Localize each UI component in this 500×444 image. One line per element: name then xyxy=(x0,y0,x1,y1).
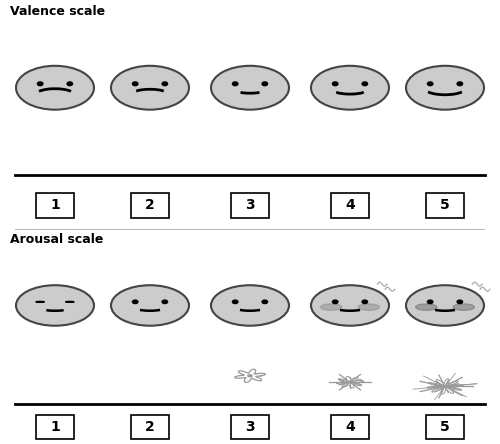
Ellipse shape xyxy=(320,304,342,310)
Ellipse shape xyxy=(16,66,94,110)
Ellipse shape xyxy=(232,82,238,86)
FancyBboxPatch shape xyxy=(131,193,168,218)
Ellipse shape xyxy=(311,66,389,110)
Ellipse shape xyxy=(311,285,389,326)
Text: 5: 5 xyxy=(440,198,450,213)
Ellipse shape xyxy=(38,82,43,86)
Ellipse shape xyxy=(162,300,168,304)
Ellipse shape xyxy=(428,82,433,86)
Text: 4: 4 xyxy=(345,198,355,213)
FancyBboxPatch shape xyxy=(331,415,368,439)
FancyBboxPatch shape xyxy=(36,415,74,439)
Text: 2: 2 xyxy=(145,420,155,434)
Text: 5: 5 xyxy=(440,420,450,434)
Ellipse shape xyxy=(67,82,72,86)
FancyBboxPatch shape xyxy=(131,415,168,439)
FancyBboxPatch shape xyxy=(426,415,464,439)
Ellipse shape xyxy=(358,304,380,310)
FancyBboxPatch shape xyxy=(426,193,464,218)
Text: 3: 3 xyxy=(245,198,255,213)
Text: 1: 1 xyxy=(50,198,60,213)
Text: 4: 4 xyxy=(345,420,355,434)
Text: Valence scale: Valence scale xyxy=(10,4,105,18)
Ellipse shape xyxy=(232,300,238,304)
Ellipse shape xyxy=(36,301,44,302)
Ellipse shape xyxy=(457,82,462,86)
Ellipse shape xyxy=(262,82,268,86)
Ellipse shape xyxy=(132,300,138,304)
Ellipse shape xyxy=(262,300,268,304)
Ellipse shape xyxy=(111,285,189,326)
FancyBboxPatch shape xyxy=(231,415,269,439)
Text: 1: 1 xyxy=(50,420,60,434)
FancyBboxPatch shape xyxy=(331,193,368,218)
Ellipse shape xyxy=(406,66,484,110)
FancyBboxPatch shape xyxy=(231,193,269,218)
Ellipse shape xyxy=(457,300,462,304)
Ellipse shape xyxy=(332,300,338,304)
Text: 2: 2 xyxy=(145,198,155,213)
Ellipse shape xyxy=(362,300,368,304)
Ellipse shape xyxy=(453,304,474,310)
Text: Arousal scale: Arousal scale xyxy=(10,233,104,246)
Ellipse shape xyxy=(16,285,94,326)
Ellipse shape xyxy=(332,82,338,86)
Ellipse shape xyxy=(416,304,437,310)
Ellipse shape xyxy=(211,66,289,110)
Ellipse shape xyxy=(406,285,484,326)
Ellipse shape xyxy=(132,82,138,86)
FancyBboxPatch shape xyxy=(36,193,74,218)
Circle shape xyxy=(248,375,252,377)
Ellipse shape xyxy=(362,82,368,86)
Ellipse shape xyxy=(428,300,433,304)
Ellipse shape xyxy=(66,301,74,302)
Ellipse shape xyxy=(111,66,189,110)
Ellipse shape xyxy=(211,285,289,326)
Text: 3: 3 xyxy=(245,420,255,434)
Ellipse shape xyxy=(162,82,168,86)
